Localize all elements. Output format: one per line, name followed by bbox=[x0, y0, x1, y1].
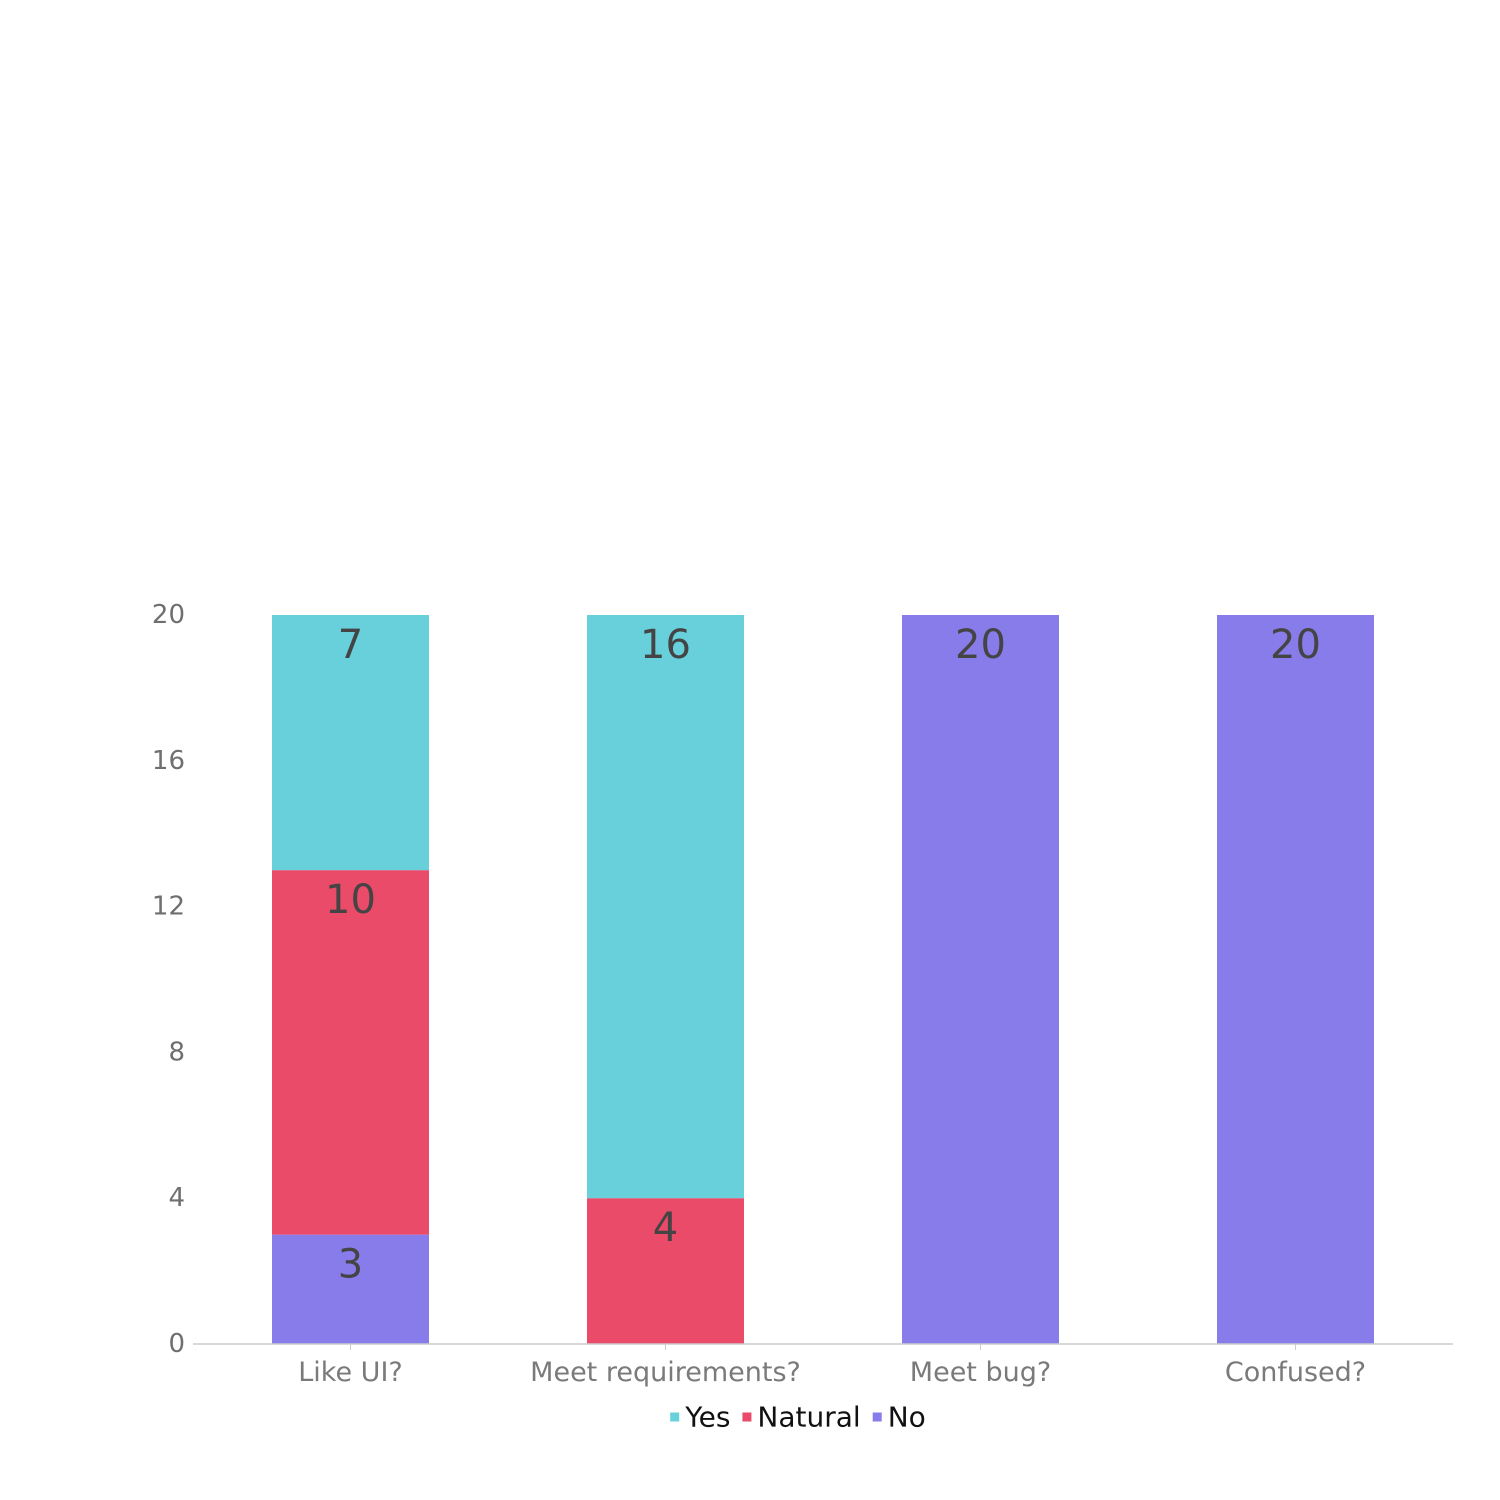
y-tick-label: 20 bbox=[152, 600, 185, 630]
y-tick-label: 4 bbox=[168, 1183, 185, 1213]
legend-swatch bbox=[872, 1412, 882, 1422]
legend-swatch bbox=[742, 1412, 752, 1422]
data-label-yes-like-ui: 7 bbox=[338, 622, 363, 668]
y-axis-ticks: 0 4 8 12 16 20 bbox=[152, 600, 185, 1359]
bar-no-confused bbox=[1217, 615, 1374, 1344]
bar-yes-like-ui bbox=[272, 615, 429, 871]
x-axis-labels: Like UI? Meet requirements? Meet bug? Confu… bbox=[298, 1357, 1366, 1388]
legend-label: No bbox=[888, 1401, 926, 1434]
x-tick-label-meet-requirements: Meet requirements? bbox=[530, 1357, 801, 1388]
legend-label: Natural bbox=[757, 1401, 860, 1434]
legend-item-natural: Natural bbox=[742, 1401, 861, 1434]
x-axis-tick-marks bbox=[350, 1344, 1296, 1350]
data-label-yes-meet-requirements: 16 bbox=[640, 622, 691, 668]
legend-swatch bbox=[670, 1412, 680, 1422]
data-label-no-confused: 20 bbox=[1270, 622, 1321, 668]
data-labels: 3 10 7 4 16 20 20 bbox=[325, 622, 1321, 1288]
y-tick-label: 8 bbox=[168, 1037, 185, 1067]
legend-item-no: No bbox=[872, 1401, 926, 1434]
x-tick-label-confused: Confused? bbox=[1225, 1357, 1366, 1388]
x-tick-label-meet-bug: Meet bug? bbox=[910, 1357, 1051, 1388]
y-tick-label: 16 bbox=[152, 746, 185, 776]
data-label-natural-like-ui: 10 bbox=[325, 877, 376, 923]
y-tick-label: 0 bbox=[168, 1329, 185, 1359]
data-label-natural-meet-requirements: 4 bbox=[653, 1205, 678, 1251]
legend-item-yes: Yes bbox=[670, 1401, 730, 1434]
legend-label: Yes bbox=[684, 1401, 730, 1434]
bar-natural-meet-requirements bbox=[587, 1198, 744, 1344]
bar-no-meet-bug bbox=[902, 615, 1059, 1344]
bars bbox=[272, 615, 1374, 1344]
bar-no-like-ui bbox=[272, 1234, 429, 1344]
y-tick-label: 12 bbox=[152, 892, 185, 922]
bar-natural-like-ui bbox=[272, 870, 429, 1235]
x-tick-label-like-ui: Like UI? bbox=[298, 1357, 402, 1388]
bar-yes-meet-requirements bbox=[587, 615, 744, 1199]
data-label-no-meet-bug: 20 bbox=[955, 622, 1006, 668]
data-label-no-like-ui: 3 bbox=[338, 1242, 363, 1288]
legend: Yes Natural No bbox=[670, 1401, 926, 1434]
